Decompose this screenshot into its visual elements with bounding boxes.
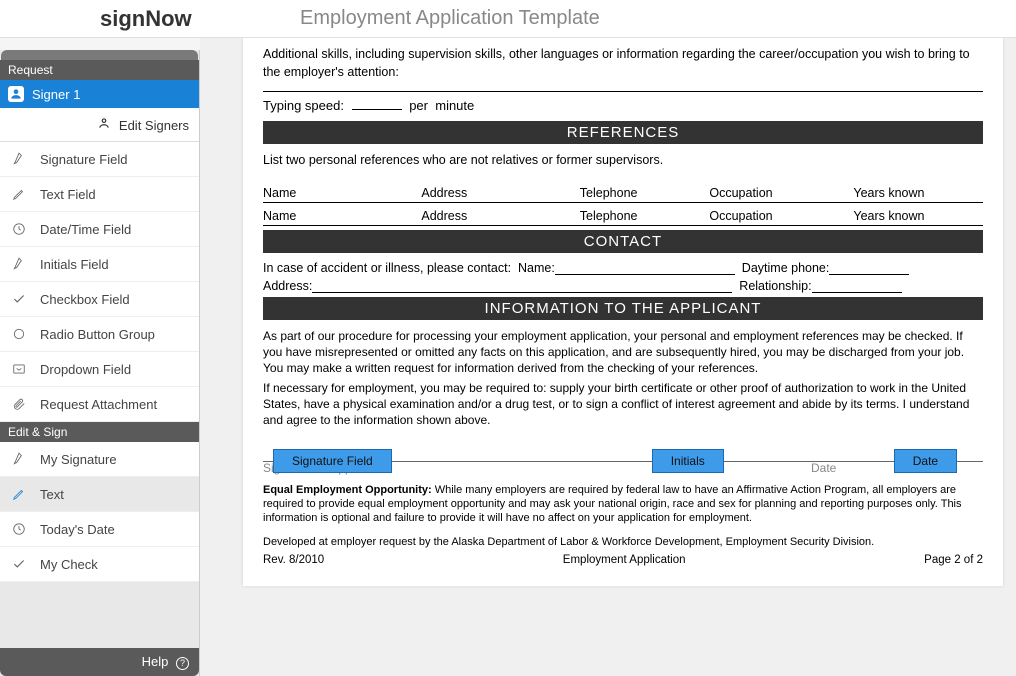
- help-label: Help: [142, 654, 169, 669]
- field-label: My Signature: [40, 452, 117, 467]
- page-title: Employment Application Template: [300, 7, 600, 30]
- help-button[interactable]: Help ?: [0, 648, 199, 676]
- check-icon: [10, 555, 28, 573]
- date-under-label: Date: [811, 461, 836, 475]
- additional-skills-text: Additional skills, including supervision…: [263, 46, 983, 81]
- sidebar-top-edge: [1, 50, 198, 60]
- info-paragraph-2: If necessary for employment, you may be …: [263, 380, 983, 429]
- signer-label: Signer 1: [32, 87, 80, 102]
- field-signature[interactable]: Signature Field: [0, 142, 199, 177]
- info-paragraph-1: As part of our procedure for processing …: [263, 328, 983, 377]
- pen-nib-icon: [10, 255, 28, 273]
- contact-line-1: In case of accident or illness, please c…: [263, 261, 983, 275]
- circle-icon: [10, 325, 28, 343]
- field-label: Date/Time Field: [40, 222, 131, 237]
- table-row: Name Address Telephone Occupation Years …: [263, 180, 983, 203]
- revision-label: Rev. 8/2010: [263, 554, 324, 566]
- footer-row: Rev. 8/2010 Employment Application Page …: [263, 554, 983, 566]
- field-label: Radio Button Group: [40, 327, 155, 342]
- table-row: Name Address Telephone Occupation Years …: [263, 202, 983, 225]
- references-header: REFERENCES: [263, 121, 983, 144]
- initials-field-box[interactable]: Initials: [652, 449, 724, 473]
- footer-center-label: Employment Application: [563, 554, 686, 566]
- request-header: Request: [0, 60, 199, 80]
- field-label: Initials Field: [40, 257, 109, 272]
- field-label: Checkbox Field: [40, 292, 130, 307]
- top-header: signNow Employment Application Template: [0, 0, 1016, 38]
- typing-speed-line: Typing speed: per minute: [263, 98, 983, 113]
- field-datetime[interactable]: Date/Time Field: [0, 212, 199, 247]
- edit-signers-button[interactable]: Edit Signers: [0, 108, 199, 142]
- signature-row: Signature of Applicant Date Signature Fi…: [263, 443, 983, 473]
- check-icon: [10, 290, 28, 308]
- paperclip-icon: [10, 395, 28, 413]
- field-label: Dropdown Field: [40, 362, 131, 377]
- editsign-header: Edit & Sign: [0, 422, 199, 442]
- clock-icon: [10, 520, 28, 538]
- page-number: Page 2 of 2: [924, 554, 983, 566]
- field-label: Signature Field: [40, 152, 127, 167]
- editsign-text[interactable]: Text: [0, 477, 199, 512]
- field-label: Text: [40, 487, 64, 502]
- pencil-icon: [10, 485, 28, 503]
- clock-icon: [10, 220, 28, 238]
- pencil-icon: [10, 185, 28, 203]
- contact-header: CONTACT: [263, 230, 983, 253]
- field-label: Today's Date: [40, 522, 115, 537]
- editsign-signature[interactable]: My Signature: [0, 442, 199, 477]
- signer-row[interactable]: Signer 1: [0, 80, 199, 108]
- person-icon: [8, 86, 24, 102]
- references-intro: List two personal references who are not…: [263, 152, 983, 170]
- pen-nib-icon: [10, 150, 28, 168]
- field-label: Text Field: [40, 187, 96, 202]
- field-radio[interactable]: Radio Button Group: [0, 317, 199, 352]
- pen-nib-icon: [10, 450, 28, 468]
- divider: [263, 91, 983, 92]
- editsign-date[interactable]: Today's Date: [0, 512, 199, 547]
- field-label: Request Attachment: [40, 397, 157, 412]
- document-page: Additional skills, including supervision…: [243, 38, 1003, 586]
- date-field-box[interactable]: Date: [894, 449, 957, 473]
- developed-text: Developed at employer request by the Ala…: [263, 536, 983, 548]
- eeo-text: Equal Employment Opportunity: While many…: [263, 483, 983, 526]
- app-logo: signNow: [100, 6, 300, 32]
- edit-signers-label: Edit Signers: [119, 118, 189, 133]
- help-icon: ?: [176, 657, 189, 670]
- main-container: Request Signer 1 Edit Signers Signature …: [0, 38, 1016, 676]
- contact-line-2: Address: Relationship:: [263, 279, 983, 293]
- person-outline-icon: [97, 116, 111, 133]
- field-initials[interactable]: Initials Field: [0, 247, 199, 282]
- field-checkbox[interactable]: Checkbox Field: [0, 282, 199, 317]
- document-area[interactable]: Additional skills, including supervision…: [200, 38, 1016, 676]
- sidebar: Request Signer 1 Edit Signers Signature …: [0, 50, 200, 676]
- dropdown-icon: [10, 360, 28, 378]
- references-table: Name Address Telephone Occupation Years …: [263, 180, 983, 226]
- field-attachment[interactable]: Request Attachment: [0, 387, 199, 422]
- field-label: My Check: [40, 557, 98, 572]
- info-header: INFORMATION TO THE APPLICANT: [263, 297, 983, 320]
- editsign-check[interactable]: My Check: [0, 547, 199, 582]
- signature-field-box[interactable]: Signature Field: [273, 449, 392, 473]
- field-text[interactable]: Text Field: [0, 177, 199, 212]
- field-dropdown[interactable]: Dropdown Field: [0, 352, 199, 387]
